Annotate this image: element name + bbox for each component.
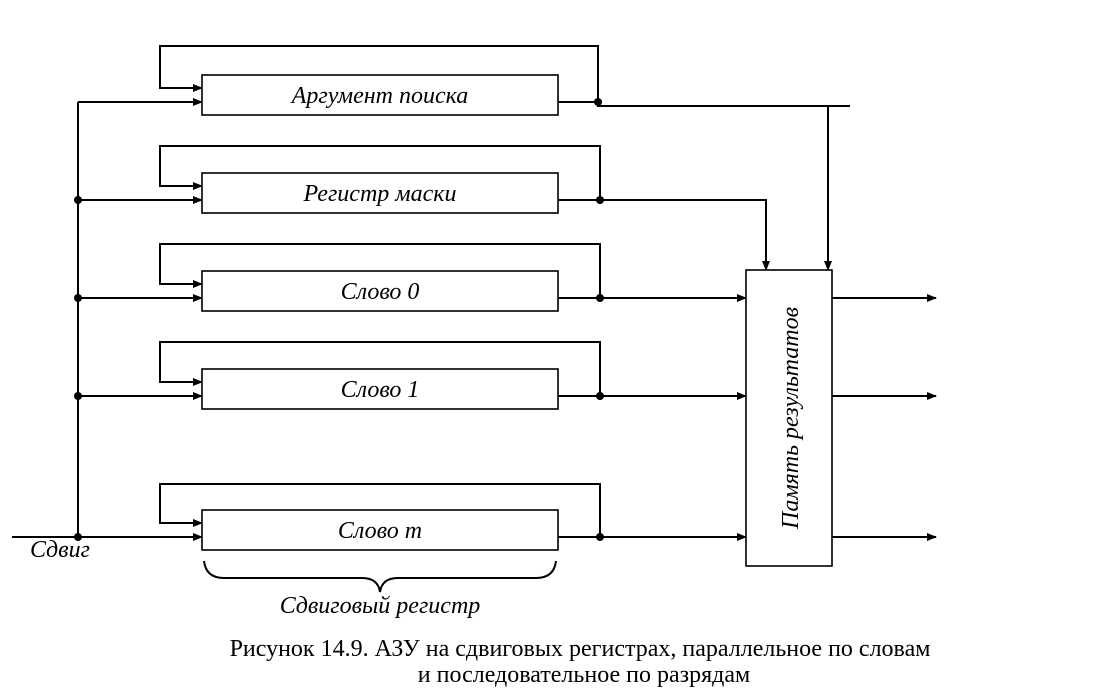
caption-line-1: Рисунок 14.9. АЗУ на сдвиговых регистрах… xyxy=(230,636,931,662)
shift-label: Сдвиг xyxy=(30,537,90,563)
register-word-m: Слово m xyxy=(74,483,747,551)
register-label: Слово 1 xyxy=(341,377,420,403)
register-label: Слово 0 xyxy=(341,279,420,305)
register-word-0: Слово 0 xyxy=(74,243,747,312)
results-memory-label: Память результатов xyxy=(778,307,804,530)
register-search-argument: Аргумент поиска xyxy=(78,45,850,271)
shift-register-brace xyxy=(203,560,557,593)
shift-register-label: Сдвиговый регистр xyxy=(280,593,481,619)
register-label: Слово m xyxy=(338,518,422,544)
results-memory-box xyxy=(745,269,833,567)
caption-line-2: и последовательное по разрядам xyxy=(418,662,750,688)
register-label: Аргумент поиска xyxy=(290,83,469,109)
register-mask: Регистр маски xyxy=(74,145,770,271)
register-word-1: Слово 1 xyxy=(74,341,747,410)
register-label: Регистр маски xyxy=(303,181,457,207)
